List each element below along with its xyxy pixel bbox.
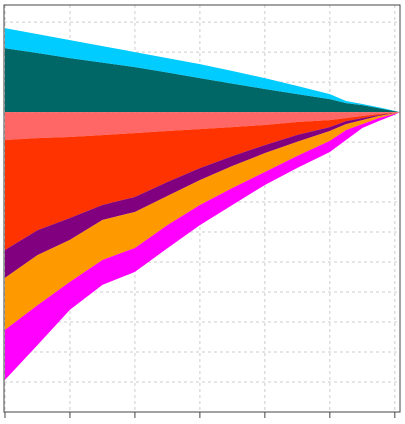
ticks [4,412,396,418]
areas [4,28,400,380]
area [4,48,400,113]
plot-frame [3,4,401,413]
area [4,112,400,140]
area [4,112,400,251]
area [4,28,400,113]
